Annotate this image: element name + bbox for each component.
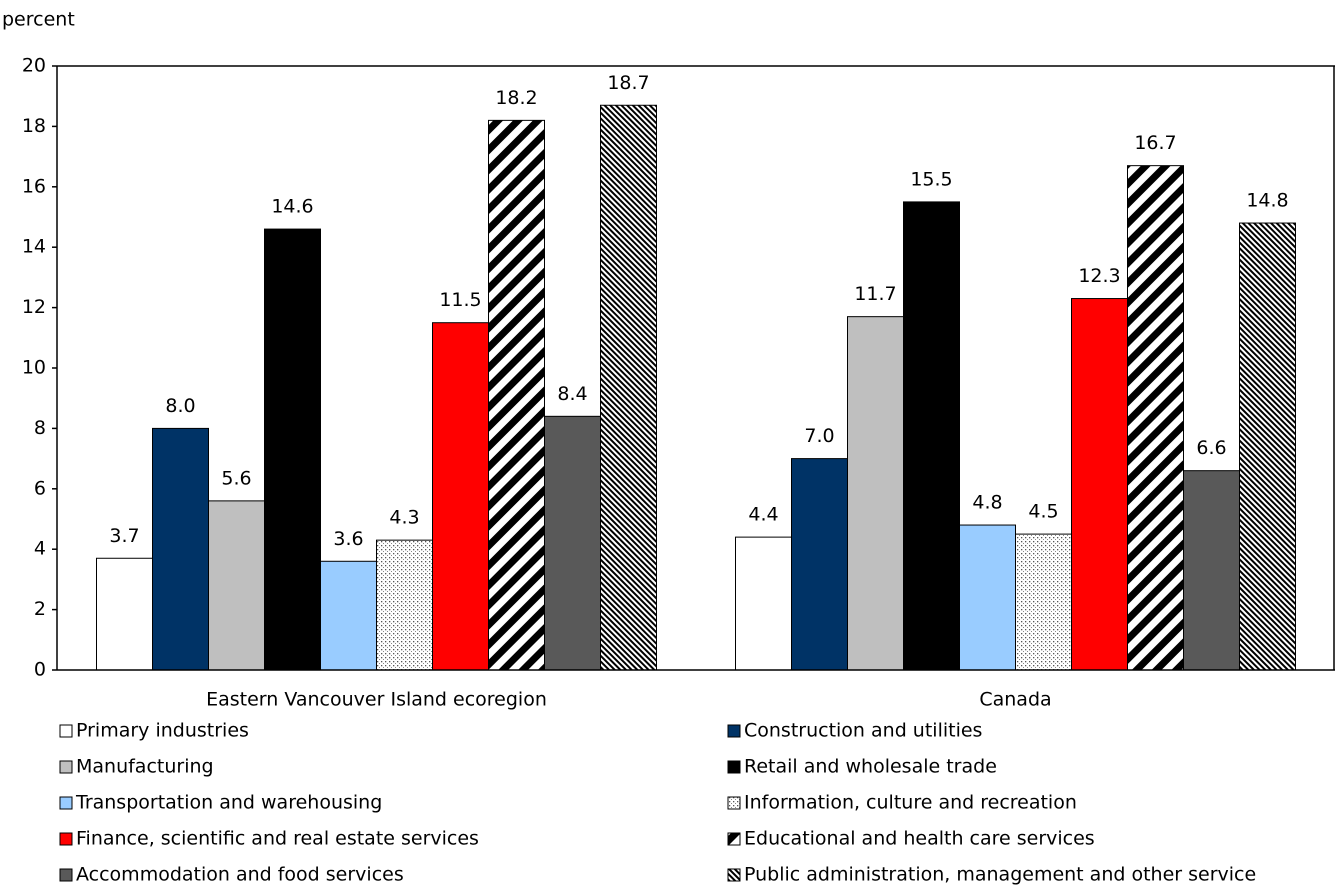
value-label: 18.2 — [495, 87, 537, 109]
bar — [959, 524, 1016, 671]
legend-label: Construction and utilities — [744, 720, 982, 742]
x-tick-label: Canada — [979, 689, 1051, 711]
bar — [1015, 533, 1072, 671]
legend-label: Public administration, management and ot… — [744, 864, 1256, 886]
bar — [320, 560, 377, 671]
value-label: 4.5 — [1028, 501, 1058, 523]
legend-swatch — [59, 832, 73, 846]
value-label: 8.4 — [557, 383, 587, 405]
y-tick-label: 16 — [22, 175, 46, 197]
value-label: 4.8 — [972, 492, 1002, 514]
bar — [208, 500, 265, 671]
y-tick-label: 4 — [34, 538, 46, 560]
y-tick-label: 0 — [34, 659, 46, 681]
bar — [264, 228, 321, 671]
value-label: 4.3 — [389, 507, 419, 529]
y-tick-label: 14 — [22, 236, 46, 258]
y-tick-label: 10 — [22, 357, 46, 379]
value-label: 15.5 — [910, 168, 952, 190]
y-axis-label: percent — [2, 9, 75, 31]
legend-label: Accommodation and food services — [76, 864, 404, 886]
bar — [600, 104, 657, 671]
bar — [488, 119, 545, 671]
y-tick-label: 6 — [34, 477, 46, 499]
bar — [376, 539, 433, 671]
bar — [152, 427, 209, 671]
x-tick-label: Eastern Vancouver Island ecoregion — [206, 689, 547, 711]
legend-label: Information, culture and recreation — [744, 792, 1077, 814]
legend-swatch — [59, 796, 73, 810]
legend-swatch — [727, 796, 741, 810]
bar — [1071, 298, 1128, 671]
value-label: 4.4 — [748, 504, 778, 526]
bar — [791, 458, 848, 671]
bar — [1239, 222, 1296, 671]
legend-swatch — [59, 760, 73, 774]
legend-label: Educational and health care services — [744, 828, 1095, 850]
value-label: 11.5 — [439, 289, 481, 311]
value-label: 3.7 — [109, 525, 139, 547]
legend-label: Primary industries — [76, 720, 249, 742]
value-label: 11.7 — [854, 283, 896, 305]
value-label: 5.6 — [221, 467, 251, 489]
legend-swatch — [727, 832, 741, 846]
bar — [544, 415, 601, 671]
bar — [735, 536, 792, 671]
y-tick-label: 8 — [34, 417, 46, 439]
value-label: 3.6 — [333, 528, 363, 550]
bar — [1183, 470, 1240, 671]
value-label: 8.0 — [165, 395, 195, 417]
y-tick-label: 2 — [34, 598, 46, 620]
legend-label: Manufacturing — [76, 756, 214, 778]
legend-label: Retail and wholesale trade — [744, 756, 997, 778]
value-label: 12.3 — [1078, 265, 1120, 287]
y-tick-label: 18 — [22, 115, 46, 137]
legend-swatch — [727, 760, 741, 774]
value-label: 14.8 — [1246, 190, 1288, 212]
legend-swatch — [727, 868, 741, 882]
value-label: 18.7 — [607, 72, 649, 94]
legend-swatch — [59, 724, 73, 738]
value-label: 6.6 — [1196, 437, 1226, 459]
bar — [1127, 165, 1184, 671]
bar — [903, 201, 960, 671]
legend-label: Finance, scientific and real estate serv… — [76, 828, 479, 850]
value-label: 14.6 — [271, 196, 313, 218]
y-tick-label: 20 — [22, 55, 46, 77]
legend-swatch — [59, 868, 73, 882]
legend-swatch — [727, 724, 741, 738]
bar — [432, 322, 489, 671]
bar — [847, 316, 904, 671]
value-label: 7.0 — [804, 425, 834, 447]
bar — [96, 557, 153, 671]
value-label: 16.7 — [1134, 132, 1176, 154]
legend-label: Transportation and warehousing — [75, 792, 382, 814]
y-tick-label: 12 — [22, 296, 46, 318]
